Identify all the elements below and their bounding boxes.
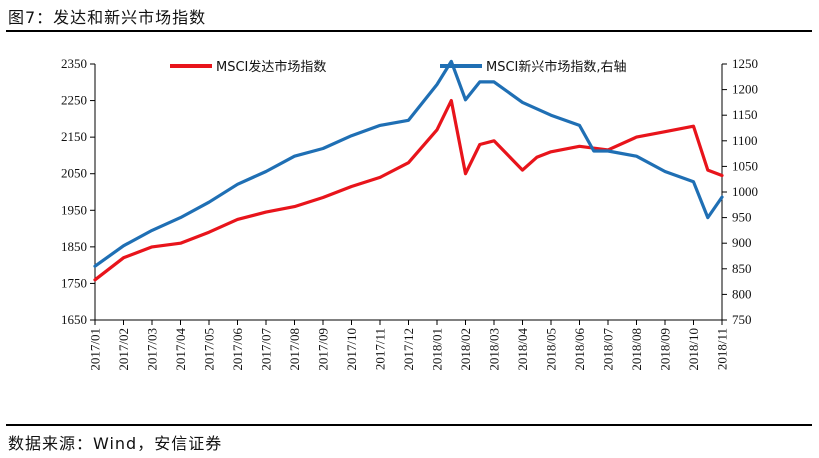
x-axis-tick-label: 2017/07: [259, 328, 274, 371]
left-axis-tick-label: 1850: [61, 239, 87, 254]
right-axis-tick-label: 1100: [732, 133, 758, 148]
x-axis-tick-label: 2018/08: [629, 328, 644, 371]
right-axis-tick-label: 1200: [732, 82, 758, 97]
data-source: 数据来源：Wind，安信证券: [8, 434, 223, 453]
legend-label-developed: MSCI发达市场指数: [216, 59, 326, 75]
x-axis-tick-label: 2018/10: [686, 328, 701, 371]
x-axis-tick-label: 2018/01: [430, 328, 445, 371]
x-axis-tick-label: 2017/02: [116, 328, 131, 371]
x-axis-tick-label: 2017/08: [287, 328, 302, 371]
x-axis-tick-label: 2018/06: [572, 328, 587, 371]
left-axis-tick-label: 2250: [61, 93, 87, 108]
x-axis-tick-label: 2018/03: [487, 328, 502, 371]
x-axis-tick-label: 2017/04: [173, 328, 188, 371]
right-axis-tick-label: 1250: [732, 56, 758, 71]
x-axis-tick-label: 2018/09: [658, 328, 673, 371]
x-axis-tick-label: 2017/01: [88, 328, 103, 371]
right-axis-tick-label: 750: [732, 312, 752, 327]
x-axis-tick-label: 2017/11: [373, 328, 388, 370]
right-axis-tick-label: 850: [732, 261, 752, 276]
left-axis-tick-label: 1950: [61, 202, 87, 217]
source-rule: [6, 424, 812, 426]
x-axis-tick-label: 2018/11: [715, 328, 730, 370]
right-axis-tick-label: 900: [732, 235, 752, 250]
x-axis-tick-label: 2018/04: [515, 328, 530, 371]
left-axis-tick-label: 2050: [61, 166, 87, 181]
right-axis-tick-label: 950: [732, 210, 752, 225]
left-axis-tick-label: 1750: [61, 275, 87, 290]
figure-title: 图7：发达和新兴市场指数: [8, 8, 207, 27]
x-axis-tick-label: 2017/06: [230, 328, 245, 371]
developed-market-series-line: [93, 99, 724, 282]
x-axis-tick-label: 2017/03: [145, 328, 160, 371]
right-axis-tick-label: 800: [732, 286, 752, 301]
emerging-market-series-line: [93, 59, 724, 268]
x-axis-tick-label: 2017/09: [316, 328, 331, 371]
x-axis-tick-label: 2017/05: [202, 328, 217, 371]
left-axis-tick-label: 2350: [61, 56, 87, 71]
legend-label-emerging: MSCI新兴市场指数,右轴: [486, 59, 627, 75]
right-axis-tick-label: 1150: [732, 107, 758, 122]
x-axis-tick-label: 2017/12: [401, 328, 416, 371]
left-axis-tick-label: 1650: [61, 312, 87, 327]
x-axis-tick-label: 2018/05: [544, 328, 559, 371]
title-rule: [6, 30, 812, 32]
right-axis-tick-label: 1000: [732, 184, 758, 199]
x-axis-tick-label: 2017/10: [344, 328, 359, 371]
left-axis-tick-label: 2150: [61, 129, 87, 144]
x-axis-tick-label: 2018/07: [601, 328, 616, 371]
x-axis-tick-label: 2018/02: [458, 328, 473, 371]
right-axis-tick-label: 1050: [732, 158, 758, 173]
